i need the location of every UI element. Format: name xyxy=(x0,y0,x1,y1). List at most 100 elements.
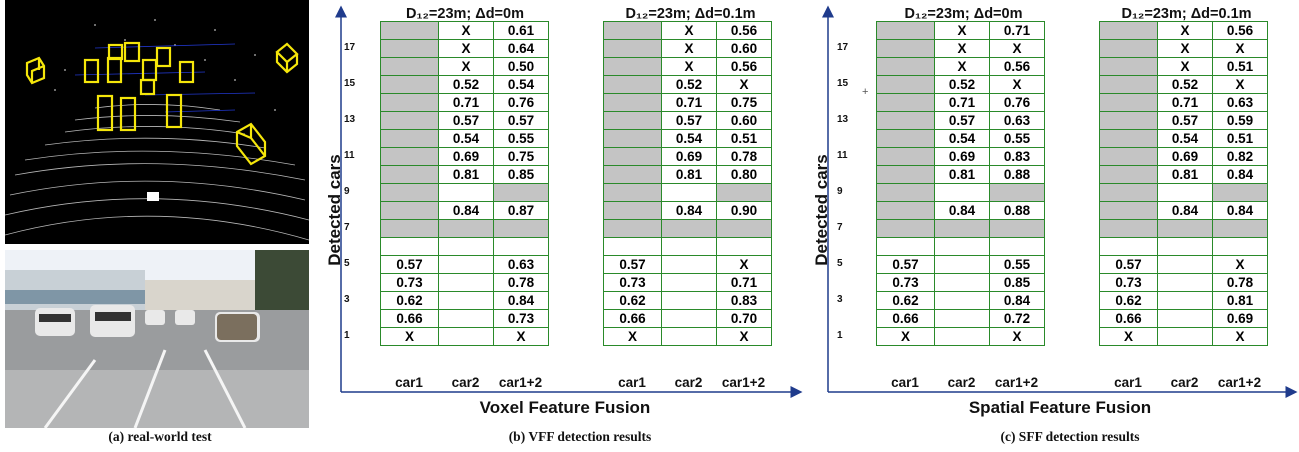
table-cell xyxy=(662,292,717,310)
table-cell xyxy=(1100,148,1158,166)
table-cell xyxy=(439,310,494,328)
sff-table2: X 0.56 X X X 0.51 0.52 X 0.71 0.63 0.57 0.59 0.54 0.5… xyxy=(1099,21,1268,346)
table-cell: X xyxy=(1213,40,1268,58)
table-cell: 0.60 xyxy=(717,112,772,130)
table-cell xyxy=(381,94,439,112)
sff-y-label: Detected cars xyxy=(812,154,831,266)
table-cell: X xyxy=(662,22,717,40)
table-cell xyxy=(877,112,935,130)
table-cell xyxy=(381,130,439,148)
table-cell: 0.54 xyxy=(935,130,990,148)
table-cell: 0.76 xyxy=(990,94,1045,112)
table-cell: X xyxy=(1158,58,1213,76)
table-cell: X xyxy=(662,58,717,76)
column-label: car2 xyxy=(451,375,480,390)
table-cell: 0.52 xyxy=(1158,76,1213,94)
table-cell xyxy=(604,112,662,130)
camera-street-image xyxy=(5,250,309,428)
table-cell: X xyxy=(1158,40,1213,58)
column-label: car1+2 xyxy=(498,375,543,390)
column-label: car1+2 xyxy=(1217,375,1262,390)
table-cell xyxy=(717,220,772,238)
table-cell xyxy=(494,220,549,238)
table-cell xyxy=(877,58,935,76)
table-cell: 0.66 xyxy=(1100,310,1158,328)
vff-table1: X 0.61 X 0.64 X 0.50 0.52 0.54 0.71 0.76 0.57 0.57 0… xyxy=(380,21,549,346)
table-cell: 0.52 xyxy=(439,76,494,94)
table-cell: 0.84 xyxy=(439,202,494,220)
table-cell xyxy=(439,238,494,256)
table-cell: 0.88 xyxy=(990,166,1045,184)
caption-b: (b) VFF detection results xyxy=(508,429,652,444)
table-cell: 0.70 xyxy=(717,310,772,328)
table-cell: X xyxy=(604,328,662,346)
y-tick-label: 7 xyxy=(344,222,350,233)
table-cell: 0.73 xyxy=(877,274,935,292)
table-cell: 0.56 xyxy=(990,58,1045,76)
table-cell xyxy=(1213,238,1268,256)
table-cell xyxy=(990,220,1045,238)
table-cell: 0.66 xyxy=(877,310,935,328)
table-cell: 0.52 xyxy=(662,76,717,94)
table-cell: 0.57 xyxy=(935,112,990,130)
table-cell xyxy=(662,256,717,274)
column-label: car1 xyxy=(618,375,646,390)
table-cell xyxy=(1158,256,1213,274)
table-cell xyxy=(604,76,662,94)
table-cell: 0.62 xyxy=(604,292,662,310)
table-cell xyxy=(604,166,662,184)
table-cell: X xyxy=(1213,256,1268,274)
table-cell: 0.84 xyxy=(1158,202,1213,220)
y-tick-label: 5 xyxy=(344,258,350,269)
table-cell xyxy=(662,238,717,256)
table-cell xyxy=(1158,220,1213,238)
table-cell xyxy=(381,202,439,220)
table-cell: 0.75 xyxy=(494,148,549,166)
table-cell xyxy=(877,22,935,40)
y-tick-label: 7 xyxy=(837,222,843,233)
y-tick-label: 15 xyxy=(837,78,849,89)
table-cell: 0.57 xyxy=(662,112,717,130)
table-cell: 0.66 xyxy=(604,310,662,328)
table-cell: X xyxy=(381,328,439,346)
table-cell: X xyxy=(494,328,549,346)
table-cell xyxy=(439,292,494,310)
sff-table2-title: D₁₂=23m; Δd=0.1m xyxy=(1121,6,1252,22)
table-cell xyxy=(1213,184,1268,202)
table-cell xyxy=(662,220,717,238)
table-cell xyxy=(877,202,935,220)
table-cell: 0.54 xyxy=(494,76,549,94)
table-cell xyxy=(935,238,990,256)
table-cell xyxy=(717,184,772,202)
table-cell: 0.61 xyxy=(494,22,549,40)
table-cell xyxy=(381,40,439,58)
table-cell: 0.84 xyxy=(935,202,990,220)
y-tick-label: 11 xyxy=(837,150,848,161)
table-cell: X xyxy=(990,76,1045,94)
table-cell: 0.71 xyxy=(990,22,1045,40)
table-cell: X xyxy=(662,40,717,58)
table-cell: 0.57 xyxy=(439,112,494,130)
table-cell xyxy=(604,58,662,76)
table-cell xyxy=(1100,184,1158,202)
table-cell: X xyxy=(1158,22,1213,40)
table-cell xyxy=(877,184,935,202)
caption-c: (c) SFF detection results xyxy=(1000,429,1140,444)
table-cell: 0.85 xyxy=(494,166,549,184)
y-tick-label: 11 xyxy=(344,150,355,161)
table-cell: 0.75 xyxy=(717,94,772,112)
table-cell: X xyxy=(877,328,935,346)
sff-table1: X 0.71 X X X 0.56 0.52 X 0.71 0.76 0.57 0.63 0.54 0.5… xyxy=(876,21,1045,346)
column-label: car2 xyxy=(947,375,976,390)
table-cell: X xyxy=(1100,328,1158,346)
table-cell: 0.73 xyxy=(494,310,549,328)
table-cell xyxy=(381,220,439,238)
table-cell xyxy=(877,238,935,256)
table-cell: 0.55 xyxy=(494,130,549,148)
y-tick-label: 3 xyxy=(837,294,843,305)
table-cell: X xyxy=(717,328,772,346)
table-cell: 0.71 xyxy=(935,94,990,112)
table-cell: 0.54 xyxy=(439,130,494,148)
table-cell: 0.73 xyxy=(381,274,439,292)
table-cell: 0.84 xyxy=(494,292,549,310)
